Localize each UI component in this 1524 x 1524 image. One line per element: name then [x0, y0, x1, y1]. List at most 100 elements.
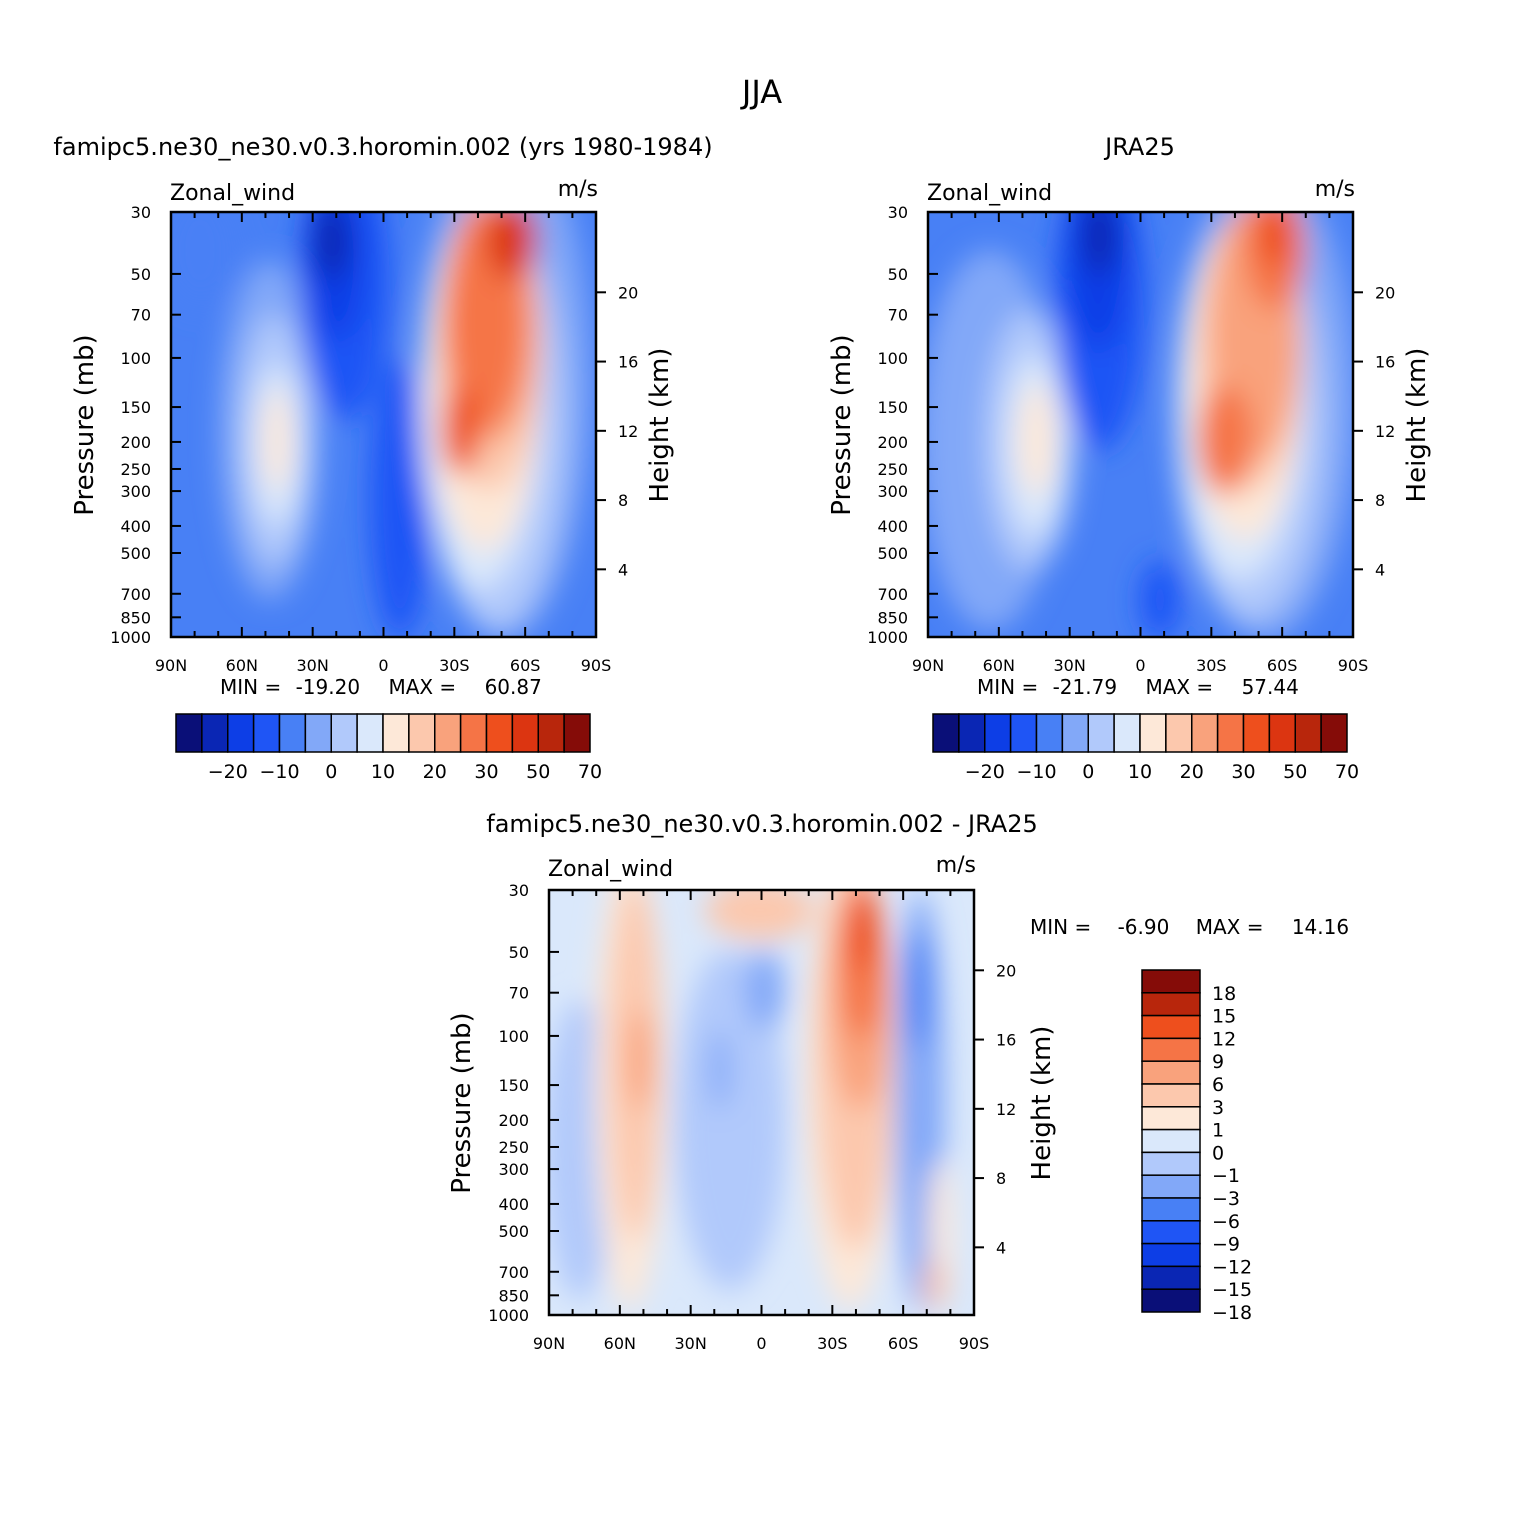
y-tick-label: 300: [498, 1160, 529, 1179]
colorbar-box: [1141, 1083, 1201, 1108]
colorbar-box: [356, 713, 384, 753]
max-label: MAX =: [1145, 675, 1213, 699]
colorbar-box: [1141, 1242, 1201, 1268]
y-tick-label: 850: [120, 608, 151, 627]
y-tick-label: 300: [120, 482, 151, 501]
y-tick-label: 100: [877, 349, 908, 368]
y-tick-label-right: 8: [1375, 491, 1385, 510]
y-tick-label: 400: [877, 517, 908, 536]
min-label: MIN =: [1030, 915, 1091, 939]
colorbar-box: [1141, 1037, 1201, 1062]
colorbar-box: [201, 713, 229, 753]
colorbar: −20 −10 0 10 20 30 50 70: [175, 713, 602, 783]
y-tick-label: 300: [877, 482, 908, 501]
y-tick-label-right: 4: [1375, 560, 1385, 579]
min-label: MIN =: [220, 675, 281, 699]
colorbar-label: 50: [1283, 761, 1307, 783]
colorbar-label: 18: [1212, 983, 1236, 1005]
min-value: -19.20: [296, 675, 360, 699]
x-tick-label: 60S: [888, 1334, 919, 1353]
max-value: 14.16: [1292, 915, 1349, 939]
colorbar-box: [408, 713, 436, 753]
y-tick-label-right: 12: [1375, 422, 1395, 441]
x-tick-label: 90N: [912, 656, 944, 675]
y-tick-label: 500: [877, 544, 908, 563]
contour-field: [928, 212, 1353, 637]
colorbar-box: [1294, 713, 1322, 753]
x-tick-label: 30S: [1196, 656, 1227, 675]
axes: 90N 60N 30N 0 30S 60S 90S 30 50 70 100 150 200 250 300…: [867, 203, 1395, 675]
y-tick-label: 500: [120, 544, 151, 563]
y-tick-label: 700: [877, 585, 908, 604]
x-tick-label: 60S: [510, 656, 541, 675]
colorbar-label: −18: [1212, 1302, 1252, 1324]
y-tick-label: 150: [120, 398, 151, 417]
colorbar-box: [1165, 713, 1193, 753]
y-tick-label: 200: [877, 433, 908, 452]
colorbar-box: [1242, 713, 1271, 753]
colorbar-box: [330, 713, 358, 753]
x-tick-label: 60N: [604, 1334, 636, 1353]
x-tick-label: 30N: [675, 1334, 707, 1353]
x-tick-label: 60S: [1267, 656, 1298, 675]
colorbar-box: [537, 713, 565, 753]
min-value: -21.79: [1053, 675, 1117, 699]
colorbar-box: [958, 713, 986, 753]
y-tick-label: 1000: [488, 1306, 529, 1325]
colorbar-box: [304, 713, 332, 753]
colorbar-box: [1141, 1106, 1201, 1131]
y-tick-label: 500: [498, 1222, 529, 1241]
y-tick-label: 250: [120, 460, 151, 479]
y-tick-label: 30: [509, 881, 529, 900]
y-tick-label-right: 12: [996, 1100, 1016, 1119]
y-tick-label: 50: [888, 265, 908, 284]
panel-title: famipc5.ne30_ne30.v0.3.horomin.002 (yrs …: [53, 133, 712, 161]
colorbar-label: 0: [1082, 761, 1094, 783]
colorbar-label: 10: [1128, 761, 1152, 783]
colorbar-box: [252, 713, 281, 753]
y-tick-label-right: 4: [618, 560, 628, 579]
y-tick-label: 150: [877, 398, 908, 417]
colorbar-box: [175, 713, 203, 753]
panel-title: JRA25: [1103, 133, 1175, 161]
min-max-readout: MIN = -6.90 MAX = 14.16: [1030, 915, 1349, 939]
x-tick-label: 0: [378, 656, 388, 675]
y-tick-label: 30: [131, 203, 151, 222]
x-tick-label: 90N: [155, 656, 187, 675]
panel-obs: JRA25 Zonal_wind m/s: [827, 133, 1432, 783]
colorbar-label: 10: [371, 761, 395, 783]
x-tick-label: 30N: [297, 656, 329, 675]
units-label: m/s: [558, 177, 598, 202]
contour-field: [549, 890, 974, 1315]
colorbar-box: [1191, 713, 1219, 753]
colorbar-box: [1009, 713, 1038, 753]
min-max-readout: MIN = -21.79 MAX = 57.44: [977, 675, 1299, 699]
x-tick-label: 60N: [226, 656, 258, 675]
colorbar-box: [227, 713, 255, 753]
colorbar-box: [1087, 713, 1115, 753]
y-tick-label-right: 20: [996, 961, 1016, 980]
y-tick-label-right: 16: [618, 353, 638, 372]
units-label: m/s: [936, 853, 976, 878]
y-tick-label: 400: [498, 1195, 529, 1214]
x-tick-label: 90S: [1338, 656, 1369, 675]
x-tick-label: 90N: [533, 1334, 565, 1353]
colorbar-box: [1141, 1174, 1201, 1199]
colorbar-box: [1035, 713, 1064, 753]
y-tick-label: 100: [120, 349, 151, 368]
colorbar-label: 20: [423, 761, 447, 783]
colorbar-label: −20: [965, 761, 1005, 783]
colorbar-box: [1268, 713, 1296, 753]
y-tick-label: 700: [498, 1263, 529, 1282]
y-tick-label: 150: [498, 1076, 529, 1095]
colorbar-box: [1141, 992, 1201, 1017]
min-value: -6.90: [1118, 915, 1170, 939]
y-tick-label: 70: [888, 306, 908, 325]
colorbar-label: 1: [1212, 1120, 1224, 1142]
colorbar-box: [1216, 713, 1245, 753]
colorbar-box: [1320, 713, 1348, 753]
colorbar-box: [434, 713, 462, 753]
y-axis-label: Pressure (mb): [827, 334, 857, 515]
